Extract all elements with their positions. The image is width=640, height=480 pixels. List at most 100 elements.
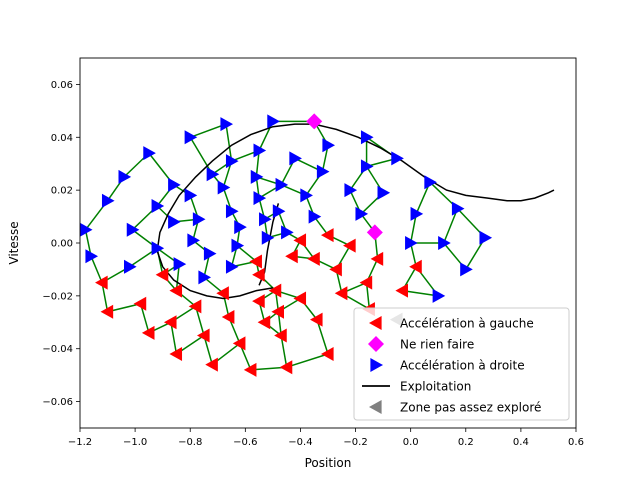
exploration-edge <box>236 245 257 263</box>
left-acceleration-marker <box>321 228 334 243</box>
right-acceleration-marker <box>300 188 313 203</box>
exploration-edge <box>313 216 329 236</box>
y-tick-label: 0.04 <box>51 133 73 144</box>
right-acceleration-marker <box>124 259 137 274</box>
right-acceleration-marker <box>322 138 335 153</box>
exploration-edge <box>415 181 431 215</box>
right-acceleration-marker <box>151 241 165 256</box>
legend-nothing-label: Ne rien faire <box>400 338 474 352</box>
left-acceleration-marker <box>221 310 235 324</box>
left-acceleration-marker <box>155 267 169 282</box>
legend-left-marker <box>369 316 382 330</box>
right-acceleration-marker <box>234 220 247 235</box>
right-acceleration-marker <box>261 230 275 245</box>
exploration-edge <box>402 289 439 297</box>
right-acceleration-marker <box>355 206 369 221</box>
exploration-edge <box>139 303 150 334</box>
right-acceleration-marker <box>438 236 451 250</box>
y-tick-label: −0.02 <box>42 291 73 302</box>
exploration-edge <box>316 319 329 355</box>
exploitation-line <box>156 123 555 300</box>
y-axis-ticks: −0.06 −0.04 −0.02 0.00 0.02 0.04 0.06 <box>42 80 80 408</box>
right-acceleration-marker <box>217 180 231 195</box>
legend-right-marker <box>370 358 383 372</box>
right-acceleration-marker <box>253 143 267 158</box>
left-acceleration-marker <box>232 336 246 351</box>
right-acceleration-marker <box>231 238 245 253</box>
left-acceleration-marker <box>274 328 287 343</box>
exploration-edge <box>170 322 178 355</box>
x-tick-label: −0.2 <box>343 437 367 448</box>
right-acceleration-marker <box>220 117 234 132</box>
left-acceleration-marker <box>343 238 356 253</box>
legend-left-label: Accélération à gauche <box>400 317 534 331</box>
right-acceleration-marker <box>184 188 198 203</box>
y-tick-label: 0.06 <box>51 80 73 91</box>
left-acceleration-marker <box>163 315 177 330</box>
y-axis-label: Vitesse <box>7 221 21 264</box>
x-tick-label: −1.0 <box>123 437 147 448</box>
right-acceleration-marker <box>126 222 140 237</box>
left-acceleration-marker <box>370 251 384 266</box>
right-acceleration-marker <box>198 270 211 285</box>
exploration-edge <box>365 282 371 310</box>
left-acceleration-marker <box>293 233 307 248</box>
right-acceleration-marker <box>250 169 264 184</box>
y-tick-label: −0.04 <box>42 344 73 355</box>
right-acceleration-marker <box>192 212 206 227</box>
right-acceleration-marker <box>424 175 437 190</box>
right-acceleration-marker <box>281 225 294 240</box>
right-acceleration-marker <box>85 249 99 264</box>
right-acceleration-marker <box>479 230 493 245</box>
left-acceleration-marker <box>95 275 108 290</box>
exploration-edge <box>255 150 260 178</box>
left-acceleration-marker <box>359 275 373 290</box>
left-acceleration-marker <box>249 254 262 269</box>
right-acceleration-marker <box>187 233 200 248</box>
left-acceleration-marker <box>409 259 422 274</box>
action-markers <box>79 113 493 377</box>
right-acceleration-marker <box>143 146 156 161</box>
legend: Accélération à gauche Ne rien faire Accélé… <box>353 307 570 421</box>
left-acceleration-marker <box>141 325 155 340</box>
right-acceleration-marker <box>289 151 302 166</box>
right-acceleration-marker <box>79 222 93 237</box>
left-acceleration-marker <box>321 347 334 361</box>
right-acceleration-marker <box>118 169 132 184</box>
x-tick-label: −0.4 <box>288 437 312 448</box>
left-acceleration-marker <box>252 294 265 309</box>
left-acceleration-marker <box>169 347 183 361</box>
left-acceleration-marker <box>169 283 183 298</box>
left-acceleration-marker <box>205 357 218 372</box>
x-tick-label: −0.8 <box>178 437 202 448</box>
exploration-edge <box>286 353 329 368</box>
right-acceleration-marker <box>225 154 239 169</box>
left-acceleration-marker <box>243 362 257 377</box>
right-acceleration-marker <box>267 114 280 129</box>
left-acceleration-marker <box>334 286 348 301</box>
x-tick-label: 0.2 <box>458 437 474 448</box>
legend-unexplored-marker <box>369 400 382 414</box>
right-acceleration-marker <box>360 130 374 145</box>
x-tick-label: 0.0 <box>403 437 419 448</box>
right-acceleration-marker <box>225 259 239 274</box>
left-acceleration-marker <box>309 312 323 327</box>
left-acceleration-marker <box>188 299 202 314</box>
right-acceleration-marker <box>173 257 187 272</box>
exploration-edge <box>443 208 459 244</box>
right-acceleration-marker <box>360 159 374 174</box>
x-tick-label: 0.4 <box>513 437 529 448</box>
x-tick-label: −1.2 <box>68 437 92 448</box>
right-acceleration-marker <box>168 214 181 229</box>
right-acceleration-marker <box>377 185 391 200</box>
left-acceleration-marker <box>252 267 265 282</box>
right-acceleration-marker <box>344 183 358 198</box>
legend-box <box>353 307 570 421</box>
right-acceleration-marker <box>391 151 404 166</box>
legend-nothing-marker <box>368 336 384 352</box>
right-acceleration-marker <box>460 262 473 277</box>
right-acceleration-marker <box>451 201 465 216</box>
left-acceleration-marker <box>257 315 271 330</box>
left-acceleration-marker <box>268 283 282 298</box>
left-acceleration-marker <box>307 251 320 266</box>
